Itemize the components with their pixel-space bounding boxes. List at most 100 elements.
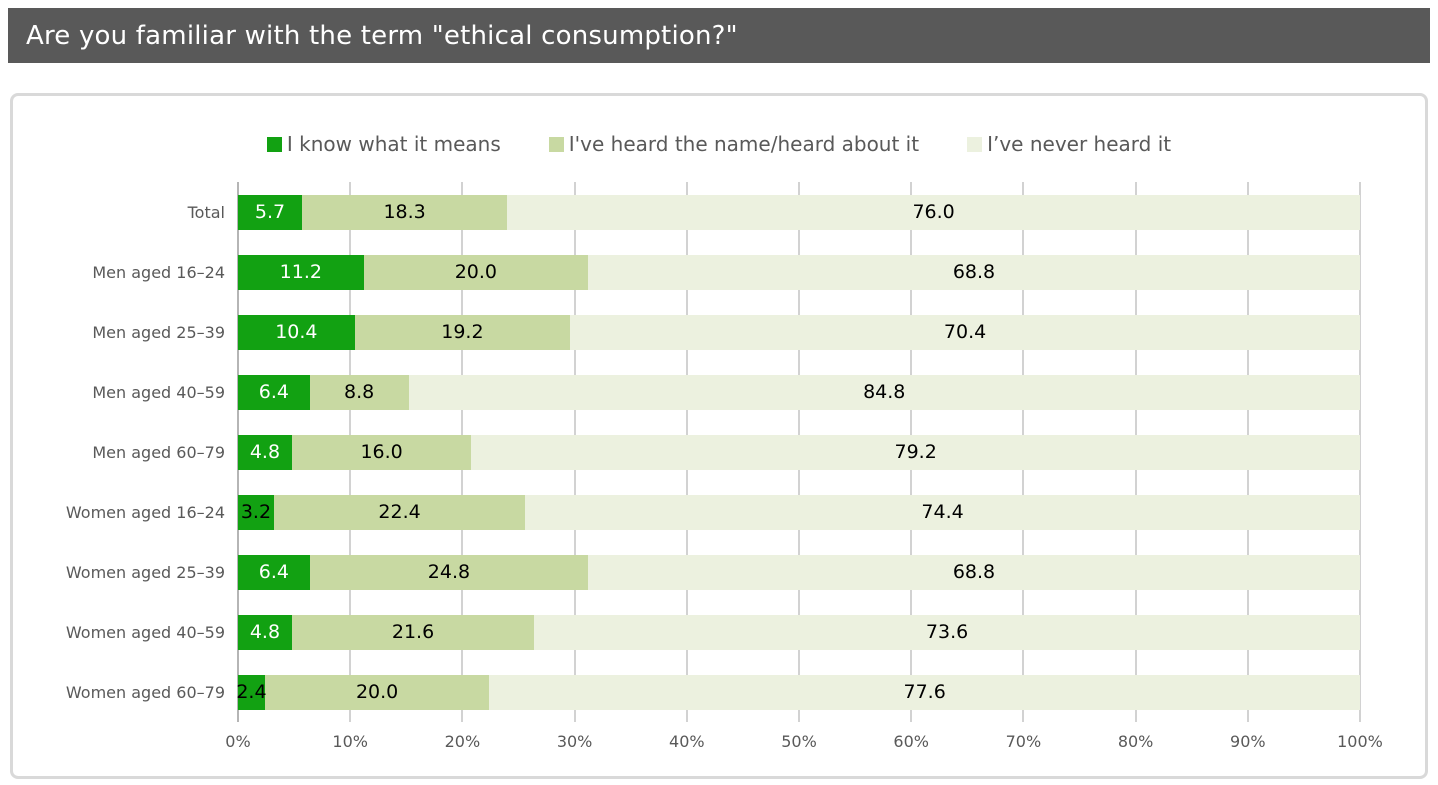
bar-segment: 6.4 bbox=[238, 374, 310, 410]
bar-segment: 79.2 bbox=[471, 434, 1360, 470]
bar-segment: 2.4 bbox=[236, 674, 267, 710]
plot-grid: Total Men aged 16–24 Men aged 25–39 Men age… bbox=[13, 182, 1361, 722]
bar-segment: 4.8 bbox=[238, 614, 292, 650]
bar-segment: 74.4 bbox=[525, 494, 1360, 530]
bar-value-label: 21.6 bbox=[391, 621, 435, 643]
x-tick-label: 0% bbox=[225, 732, 251, 751]
x-axis: 0% 10% 20% 30% 40% 50% 60% 70% 80% 90% 100% bbox=[225, 722, 1383, 760]
legend-swatch-icon bbox=[967, 136, 983, 152]
legend: I know what it means I've heard the name… bbox=[78, 130, 1360, 158]
bar-value-label: 70.4 bbox=[943, 321, 987, 343]
bar-value-label: 5.7 bbox=[254, 201, 286, 223]
bar-value-label: 74.4 bbox=[921, 501, 964, 523]
bar-row: 6.4 8.8 84.8 bbox=[238, 362, 1360, 422]
bar-segment: 16.0 bbox=[291, 434, 472, 470]
category-label: Men aged 40–59 bbox=[92, 382, 225, 402]
bar-segment: 8.8 bbox=[309, 374, 409, 410]
bar-segment: 4.8 bbox=[238, 434, 292, 470]
chart-card: I know what it means I've heard the name… bbox=[10, 93, 1428, 779]
bar-row: 6.4 24.8 68.8 bbox=[238, 542, 1360, 602]
gridline bbox=[1359, 182, 1361, 722]
bar-segment: 11.2 bbox=[238, 254, 364, 290]
bar-value-label: 16.0 bbox=[360, 441, 403, 463]
bar-row: 10.4 19.2 70.4 bbox=[238, 302, 1360, 362]
category-label: Total bbox=[187, 202, 225, 222]
x-tick-label: 40% bbox=[669, 732, 705, 751]
x-tick-label: 30% bbox=[556, 732, 593, 751]
bar-value-label: 19.2 bbox=[441, 321, 484, 343]
x-tick-label: 70% bbox=[1005, 732, 1042, 751]
bar-value-label: 10.4 bbox=[275, 321, 318, 343]
legend-label: I’ve never heard it bbox=[987, 132, 1172, 156]
bar-value-label: 73.6 bbox=[925, 621, 969, 643]
legend-item: I know what it means bbox=[266, 132, 501, 156]
category-label: Women aged 40–59 bbox=[65, 622, 225, 642]
category-label: Women aged 60–79 bbox=[65, 682, 225, 702]
bar-segment: 10.4 bbox=[238, 314, 355, 350]
bar-value-label: 11.2 bbox=[279, 261, 322, 283]
bar-value-label: 2.4 bbox=[236, 681, 267, 703]
bar-segment: 22.4 bbox=[273, 494, 526, 530]
bar-value-label: 24.8 bbox=[427, 561, 471, 583]
x-tick-label: 100% bbox=[1337, 732, 1383, 751]
bar-segment: 77.6 bbox=[489, 674, 1360, 710]
bar-value-label: 76.0 bbox=[912, 201, 955, 223]
x-tick-label: 20% bbox=[444, 732, 481, 751]
bar-segment: 68.8 bbox=[588, 554, 1360, 590]
bar-row: 5.7 18.3 76.0 bbox=[238, 182, 1360, 242]
legend-item: I've heard the name/heard about it bbox=[548, 132, 920, 156]
category-label: Men aged 25–39 bbox=[92, 322, 225, 342]
bar-value-label: 22.4 bbox=[378, 501, 421, 523]
bar-segment: 76.0 bbox=[507, 194, 1360, 230]
bar-row: 2.4 20.0 77.6 bbox=[236, 662, 1360, 722]
legend-swatch-icon bbox=[266, 136, 282, 152]
category-label: Women aged 16–24 bbox=[65, 502, 225, 522]
bar-value-label: 77.6 bbox=[903, 681, 946, 703]
bar-segment: 3.2 bbox=[238, 494, 274, 530]
bar-segment: 19.2 bbox=[354, 314, 571, 350]
category-label: Men aged 60–79 bbox=[92, 442, 225, 462]
x-tick-label: 60% bbox=[893, 732, 929, 751]
bar-value-label: 4.8 bbox=[249, 441, 281, 463]
category-labels-column: Total Men aged 16–24 Men aged 25–39 Men age… bbox=[13, 182, 238, 722]
bar-segment: 21.6 bbox=[291, 614, 535, 650]
x-tick-label: 80% bbox=[1117, 732, 1154, 751]
bar-value-label: 4.8 bbox=[249, 621, 281, 643]
bar-segment: 6.4 bbox=[238, 554, 310, 590]
bar-value-label: 84.8 bbox=[863, 381, 906, 403]
bar-value-label: 20.0 bbox=[355, 681, 399, 703]
category-label: Women aged 25–39 bbox=[65, 562, 225, 582]
legend-item: I’ve never heard it bbox=[967, 132, 1171, 156]
bar-value-label: 68.8 bbox=[952, 261, 996, 283]
bar-segment: 68.8 bbox=[588, 254, 1360, 290]
bar-segment: 20.0 bbox=[363, 254, 589, 290]
bar-row: 4.8 21.6 73.6 bbox=[238, 602, 1360, 662]
bar-segment: 20.0 bbox=[264, 674, 490, 710]
bar-value-label: 6.4 bbox=[258, 561, 289, 583]
chart-title-bar: Are you familiar with the term "ethical … bbox=[8, 8, 1430, 63]
x-tick-label: 10% bbox=[332, 732, 368, 751]
bar-value-label: 20.0 bbox=[454, 261, 497, 283]
bar-segment: 24.8 bbox=[309, 554, 589, 590]
bar-row: 11.2 20.0 68.8 bbox=[238, 242, 1360, 302]
bar-row: 4.8 16.0 79.2 bbox=[238, 422, 1360, 482]
x-tick-label: 50% bbox=[781, 732, 817, 751]
legend-swatch-icon bbox=[548, 136, 564, 152]
bar-value-label: 3.2 bbox=[240, 501, 272, 523]
bar-segment: 70.4 bbox=[570, 314, 1360, 350]
legend-label: I know what it means bbox=[286, 132, 501, 156]
bar-value-label: 6.4 bbox=[258, 381, 289, 403]
bar-segment: 73.6 bbox=[534, 614, 1360, 650]
category-label: Men aged 16–24 bbox=[92, 262, 225, 282]
bar-segment: 18.3 bbox=[301, 194, 508, 230]
bar-value-label: 68.8 bbox=[952, 561, 996, 583]
bar-row: 3.2 22.4 74.4 bbox=[238, 482, 1360, 542]
bar-value-label: 8.8 bbox=[344, 381, 375, 403]
x-tick-label: 90% bbox=[1230, 732, 1266, 751]
plot-area: 5.7 18.3 76.0 11.2 20.0 68.8 10.4 19.2 70.4 6.4 8.… bbox=[236, 182, 1361, 722]
bar-value-label: 18.3 bbox=[383, 201, 426, 223]
page-title: Are you familiar with the term "ethical … bbox=[26, 20, 738, 51]
legend-label: I've heard the name/heard about it bbox=[568, 132, 920, 156]
bar-value-label: 79.2 bbox=[894, 441, 937, 463]
bar-segment: 5.7 bbox=[238, 194, 302, 230]
